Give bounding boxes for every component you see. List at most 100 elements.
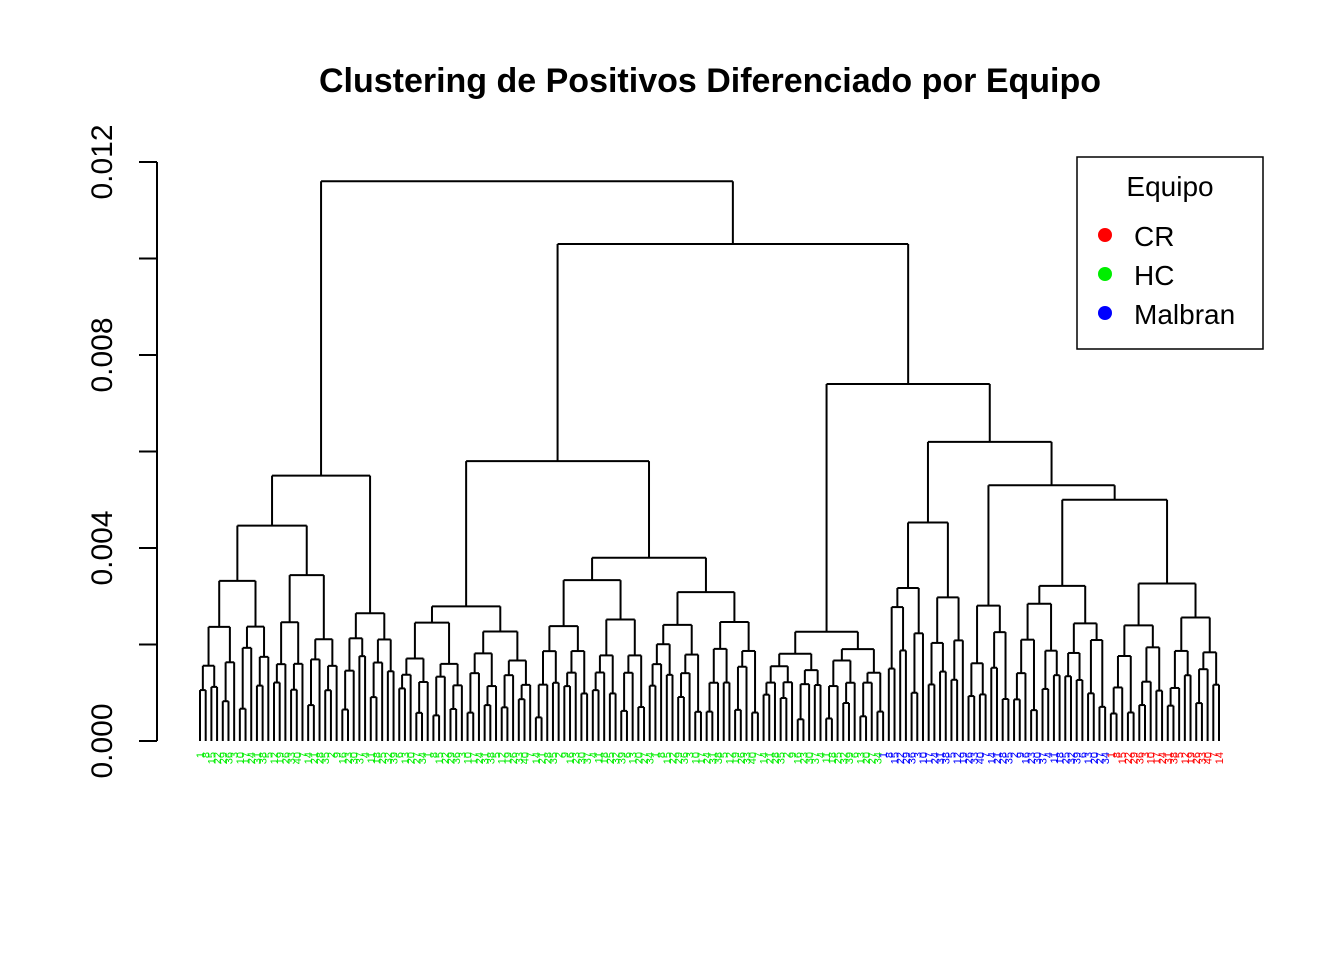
leaf-label: 28 xyxy=(315,752,327,764)
leaf-label: 33 xyxy=(742,752,754,764)
leaf-label: 27 xyxy=(1094,752,1106,764)
leaf-label: 35 xyxy=(1003,752,1015,764)
leaf-label: 6 xyxy=(394,752,406,758)
leaf-label: 37 xyxy=(810,752,822,764)
leaf-label: 31 xyxy=(707,752,719,764)
leaf-label: 29 xyxy=(673,752,685,764)
leaf-label: 12 xyxy=(724,752,736,764)
leaf-label: 40 xyxy=(747,752,759,764)
leaf-label: 13 xyxy=(400,752,412,764)
leaf-label: 33 xyxy=(969,752,981,764)
leaf-label: 33 xyxy=(286,752,298,764)
leaf-label: 37 xyxy=(582,752,594,764)
y-tick-label: 0.012 xyxy=(86,124,119,199)
y-tick-label: 0.008 xyxy=(86,317,119,392)
leaf-label: 33 xyxy=(514,752,526,764)
leaf-label: 15 xyxy=(1117,752,1129,764)
leaf-label: 11 xyxy=(366,752,378,763)
leaf-label: 30 xyxy=(349,752,361,764)
chart-title: Clustering de Positivos Diferenciado por… xyxy=(319,62,1101,100)
leaf-label: 1 xyxy=(195,752,207,758)
leaf-label: 23 xyxy=(798,752,810,764)
leaf-label: 20 xyxy=(861,752,873,764)
leaf-label: 16 xyxy=(565,752,577,764)
leaf-label: 38 xyxy=(258,752,270,764)
leaf-label: 12 xyxy=(497,752,509,764)
leaf-label: 21 xyxy=(309,752,321,764)
leaf-label: 36 xyxy=(679,752,691,764)
leaf-label: 22 xyxy=(212,752,224,764)
leaf-label: 13 xyxy=(855,752,867,764)
leaf-label: 39 xyxy=(1072,752,1084,764)
leaf-label: 12 xyxy=(269,752,281,764)
leaf-label: 12 xyxy=(1180,752,1192,764)
leaf-label: 24 xyxy=(702,752,714,764)
leaf-label: 34 xyxy=(872,752,884,764)
leaf-label: 34 xyxy=(645,752,657,764)
leaf-label: 24 xyxy=(929,752,941,764)
leaf-label: 28 xyxy=(770,752,782,764)
leaf-label: 2 xyxy=(781,752,793,758)
leaf-label: 8 xyxy=(656,752,668,758)
leaf-label: 13 xyxy=(1083,752,1095,764)
leaf-label: 11 xyxy=(593,752,605,763)
leaf-label: 10 xyxy=(235,752,247,764)
leaf-label: 29 xyxy=(218,752,230,764)
leaf-label: 18 xyxy=(827,752,839,764)
leaf-label: 16 xyxy=(793,752,805,764)
leaf-labels: 1815222936310172431385121926334071421283… xyxy=(195,752,1226,764)
leaf-label: 14 xyxy=(986,752,998,764)
leaf-label: 35 xyxy=(548,752,560,764)
legend-marker-cr xyxy=(1098,228,1112,242)
y-tick-label: 0.004 xyxy=(86,510,119,585)
leaf-label: 21 xyxy=(764,752,776,764)
leaf-label: 21 xyxy=(992,752,1004,764)
leaf-label: 26 xyxy=(736,752,748,764)
leaf-label: 25 xyxy=(605,752,617,764)
leaf-label: 28 xyxy=(542,752,554,764)
leaf-label: 38 xyxy=(941,752,953,764)
leaf-label: 9 xyxy=(787,752,799,758)
leaf-label: 23 xyxy=(571,752,583,764)
leaf-label: 34 xyxy=(417,752,429,764)
legend: Equipo CR HC Malbran xyxy=(1076,156,1264,350)
leaf-label: 31 xyxy=(252,752,264,764)
leaf-label: 4 xyxy=(588,752,600,758)
leaf-label: 1 xyxy=(423,752,435,758)
leaf-label: 2 xyxy=(326,752,338,758)
leaf-label: 2 xyxy=(554,752,566,758)
leaf-label: 36 xyxy=(907,752,919,764)
leaf-label: 14 xyxy=(759,752,771,764)
leaf-label: 36 xyxy=(223,752,235,764)
leaf-label: 15 xyxy=(662,752,674,764)
leaf-label: 5 xyxy=(491,752,503,758)
leaf-label: 17 xyxy=(696,752,708,764)
leaf-label: 10 xyxy=(1146,752,1158,764)
leaf-label: 16 xyxy=(337,752,349,764)
dendrogram-tree xyxy=(199,180,1220,741)
leaf-label: 32 xyxy=(1066,752,1078,764)
leaf-label: 1 xyxy=(878,752,890,758)
leaf-label: 26 xyxy=(280,752,292,764)
leaf-label: 35 xyxy=(776,752,788,764)
leaf-label: 7 xyxy=(753,752,765,758)
leaf-label: 6 xyxy=(1077,752,1089,758)
leaf-label: 40 xyxy=(292,752,304,764)
leaf-label: 7 xyxy=(297,752,309,758)
leaf-label: 1 xyxy=(650,752,662,758)
leaf-label: 8 xyxy=(1112,752,1124,758)
leaf-label: 15 xyxy=(206,752,218,764)
leaf-label: 25 xyxy=(1060,752,1072,764)
leaf-label: 19 xyxy=(275,752,287,764)
leaf-label: 22 xyxy=(667,752,679,764)
leaf-label: 9 xyxy=(332,752,344,758)
leaf-label: 25 xyxy=(377,752,389,764)
leaf-label: 26 xyxy=(1191,752,1203,764)
leaf-label: 17 xyxy=(241,752,253,764)
leaf-label: 3 xyxy=(457,752,469,758)
leaf-label: 10 xyxy=(690,752,702,764)
leaf-label: 11 xyxy=(821,752,833,763)
legend-marker-malbran xyxy=(1098,306,1112,320)
